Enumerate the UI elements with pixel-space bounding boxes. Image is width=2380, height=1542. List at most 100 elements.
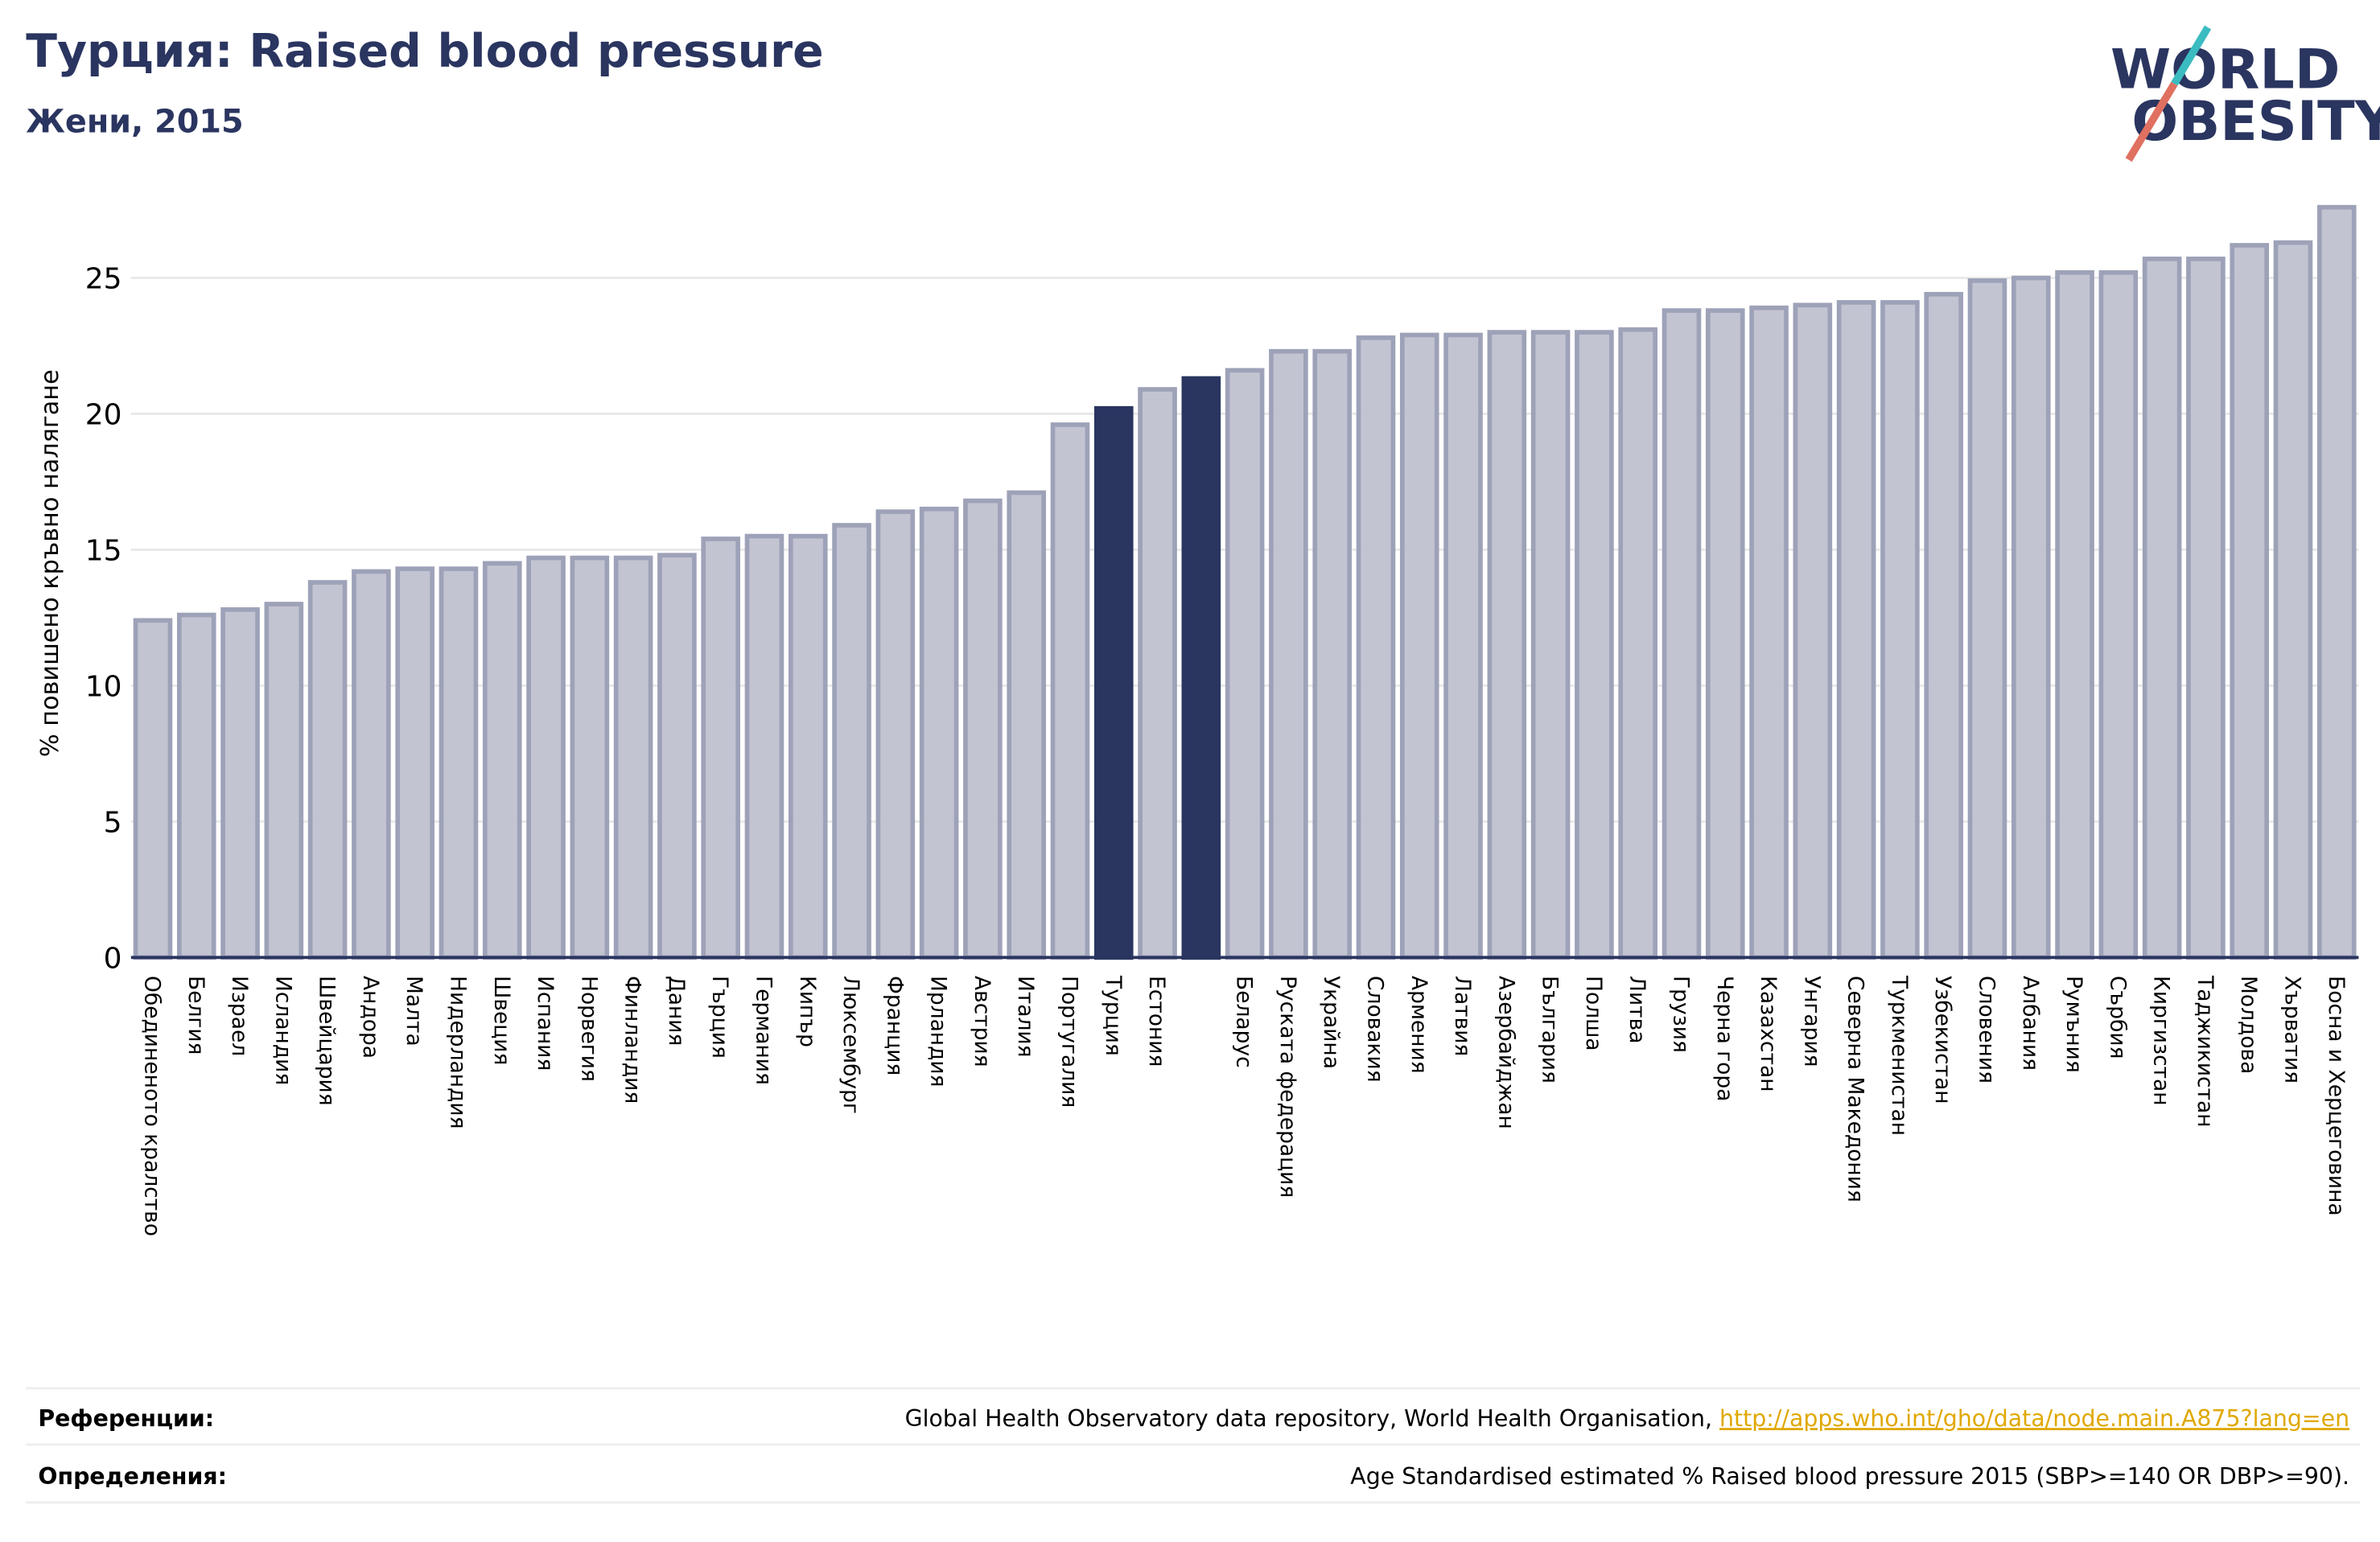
bar bbox=[1138, 387, 1177, 960]
bar bbox=[1967, 278, 2007, 960]
bar bbox=[2316, 204, 2357, 960]
x-tick-label: Словакия bbox=[1363, 976, 1388, 1083]
x-tick-label: Андора bbox=[358, 976, 383, 1059]
x-tick-label: Молдова bbox=[2236, 976, 2261, 1074]
bar bbox=[1618, 327, 1658, 960]
x-tick-label: Малта bbox=[401, 976, 426, 1047]
bar bbox=[919, 506, 959, 960]
bar bbox=[2230, 243, 2270, 960]
x-tick-label: Черна гора bbox=[1712, 976, 1737, 1101]
bar bbox=[2186, 257, 2226, 960]
x-tick-label: Армения bbox=[1406, 976, 1431, 1074]
x-tick-label: Латвия bbox=[1450, 976, 1475, 1056]
x-tick-label: Полша bbox=[1581, 976, 1606, 1051]
x-tick-label: Северна Македония bbox=[1843, 976, 1868, 1203]
x-tick-label: Обединеното кралство bbox=[140, 976, 165, 1236]
x-tick-label: Словения bbox=[1974, 976, 1999, 1084]
x-tick-label: Узбекистан bbox=[1930, 976, 1955, 1104]
bar bbox=[1575, 330, 1614, 960]
y-tick-label: 10 bbox=[85, 671, 122, 704]
references-text: Global Health Observatory data repositor… bbox=[905, 1405, 1719, 1432]
bar bbox=[133, 618, 173, 960]
bar bbox=[176, 612, 216, 960]
y-tick-label: 0 bbox=[104, 943, 122, 976]
bar bbox=[2011, 275, 2051, 960]
bar bbox=[482, 561, 522, 960]
x-tick-label: Нидерландия bbox=[446, 976, 471, 1129]
x-tick-label: Дания bbox=[664, 976, 689, 1046]
x-tick-label: Франция bbox=[882, 976, 907, 1075]
y-axis-label: % повишено кръвно налягане bbox=[36, 369, 64, 757]
x-tick-label: Хърватия bbox=[2280, 976, 2305, 1084]
bar bbox=[1093, 405, 1134, 960]
bar bbox=[1880, 300, 1920, 960]
bar bbox=[1225, 368, 1265, 960]
x-tick-label: Естония bbox=[1144, 976, 1169, 1067]
logo-text: OBESITY bbox=[2131, 90, 2380, 154]
bar bbox=[1749, 305, 1789, 960]
bar bbox=[1793, 302, 1833, 960]
bar bbox=[2273, 240, 2313, 960]
bar bbox=[570, 555, 610, 960]
bar bbox=[526, 555, 566, 960]
bar bbox=[963, 498, 1003, 960]
x-tick-label: Португалия bbox=[1057, 976, 1082, 1108]
references-label: Референции: bbox=[38, 1405, 214, 1432]
x-tick-label: Албания bbox=[2018, 976, 2043, 1071]
x-tick-label: Финландия bbox=[620, 976, 645, 1104]
y-tick-label: 20 bbox=[85, 399, 122, 432]
x-tick-label: Люксембург bbox=[838, 976, 863, 1114]
bar bbox=[1530, 330, 1571, 960]
bar bbox=[2098, 269, 2139, 960]
x-tick-label: Беларус bbox=[1232, 976, 1257, 1068]
definitions-text: Age Standardised estimated % Raised bloo… bbox=[1350, 1463, 2349, 1490]
x-tick-label: Испания bbox=[533, 976, 558, 1071]
x-tick-label: Унгария bbox=[1799, 976, 1824, 1067]
bar bbox=[395, 566, 434, 960]
logo: WORLD OBESITY bbox=[2110, 25, 2380, 162]
references-link[interactable]: http://apps.who.int/gho/data/node.main.A… bbox=[1719, 1405, 2349, 1432]
x-tick-label: Швеция bbox=[489, 976, 514, 1065]
x-tick-label: Руската федерация bbox=[1275, 976, 1300, 1198]
x-tick-label: Гърция bbox=[707, 976, 732, 1059]
x-tick-label: Австрия bbox=[970, 976, 994, 1067]
chart-title: Турция: Raised blood pressure bbox=[26, 25, 823, 78]
bar bbox=[875, 509, 916, 960]
x-tick-label: Швейцария bbox=[315, 976, 340, 1106]
bar bbox=[1399, 332, 1439, 960]
x-tick-label: Туркменистан bbox=[1887, 975, 1912, 1136]
bar bbox=[439, 566, 479, 960]
x-tick-label: Белгия bbox=[183, 976, 208, 1055]
bar bbox=[701, 537, 741, 960]
x-tick-label: Румъния bbox=[2061, 976, 2086, 1073]
bar bbox=[1181, 376, 1221, 960]
bar bbox=[2055, 269, 2094, 960]
bar bbox=[264, 602, 304, 960]
x-tick-label: Босна и Херцеговина bbox=[2324, 976, 2349, 1216]
x-tick-label: Норвегия bbox=[576, 976, 601, 1082]
bar bbox=[1007, 490, 1047, 960]
bar bbox=[613, 555, 653, 960]
x-tick-label: Казахстан bbox=[1756, 976, 1781, 1092]
chart-subtitle: Жени, 2015 bbox=[26, 104, 243, 141]
bar bbox=[2142, 257, 2182, 960]
logo-slash bbox=[2171, 25, 2212, 86]
x-tick-label: България bbox=[1538, 976, 1563, 1084]
x-tick-label: Ирландия bbox=[926, 976, 951, 1088]
x-tick-label: Таджикистан bbox=[2193, 975, 2217, 1128]
bar bbox=[1443, 332, 1483, 960]
x-tick-label: Кипър bbox=[795, 976, 820, 1047]
bar bbox=[657, 553, 697, 960]
definitions-label: Определения: bbox=[38, 1463, 227, 1490]
bar bbox=[744, 533, 784, 960]
x-tick-label: Турция bbox=[1101, 975, 1126, 1056]
bar bbox=[220, 607, 260, 960]
bar bbox=[1269, 348, 1308, 960]
x-tick-label: Германия bbox=[751, 976, 776, 1085]
bar bbox=[832, 523, 871, 960]
bar bbox=[1836, 300, 1876, 960]
x-tick-label: Украйна bbox=[1319, 976, 1344, 1069]
x-tick-label: Исландия bbox=[270, 976, 295, 1085]
bar bbox=[788, 533, 828, 960]
